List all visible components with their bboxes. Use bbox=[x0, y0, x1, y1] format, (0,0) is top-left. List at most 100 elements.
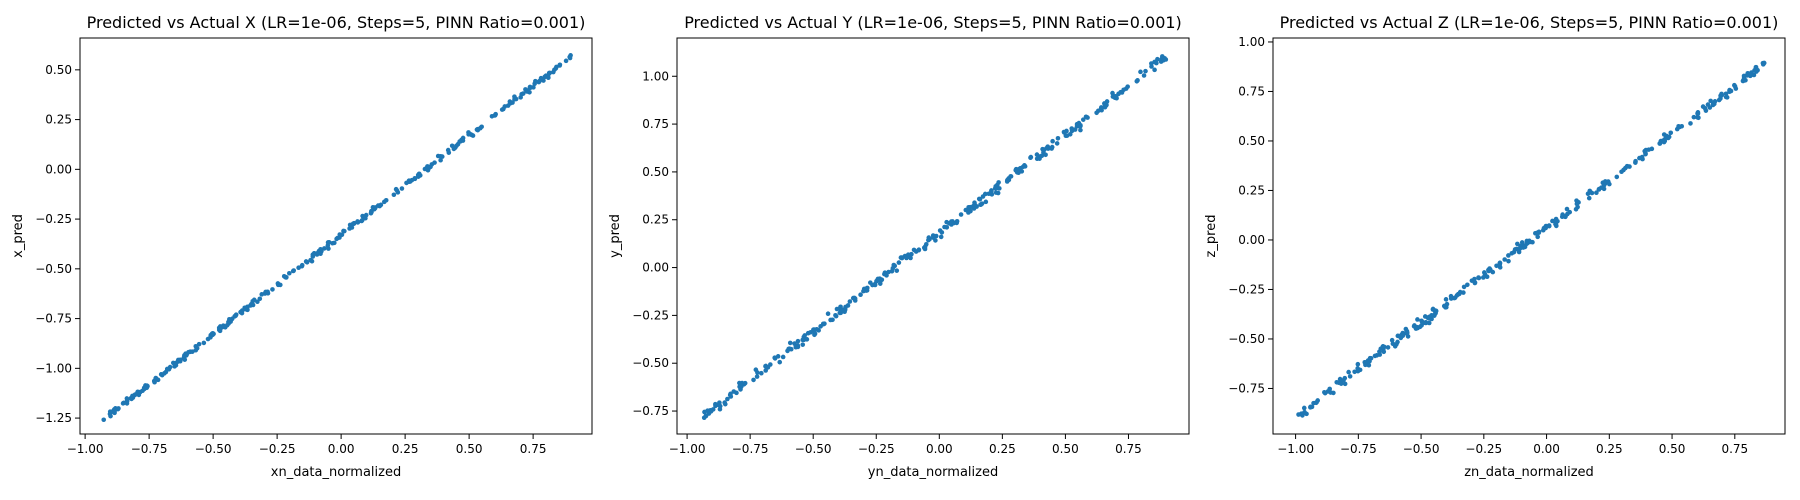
data-point bbox=[1355, 361, 1361, 367]
data-point bbox=[112, 409, 117, 414]
data-point bbox=[372, 205, 378, 211]
data-point bbox=[527, 84, 533, 90]
data-point bbox=[1141, 73, 1147, 78]
data-point bbox=[808, 329, 813, 335]
data-point bbox=[896, 260, 902, 265]
data-point bbox=[780, 354, 786, 360]
data-point bbox=[954, 218, 960, 224]
x-tick-label: 0.75 bbox=[1115, 442, 1142, 456]
data-point bbox=[391, 192, 397, 198]
x-tick-label: −0.25 bbox=[858, 442, 895, 456]
data-point bbox=[1040, 146, 1045, 152]
data-point bbox=[1712, 101, 1717, 107]
data-point bbox=[737, 382, 743, 388]
y-tick-label: 1.00 bbox=[642, 69, 669, 83]
plot-frame bbox=[676, 37, 1190, 435]
data-point bbox=[460, 135, 466, 141]
data-point bbox=[1367, 355, 1373, 361]
data-point bbox=[315, 250, 321, 256]
data-point bbox=[1355, 366, 1360, 371]
plot-frame bbox=[79, 37, 593, 435]
data-point bbox=[217, 328, 223, 334]
y-tick-label: 0.50 bbox=[45, 63, 72, 77]
data-point bbox=[1080, 117, 1086, 122]
data-point bbox=[1535, 234, 1540, 240]
data-point bbox=[1044, 145, 1049, 151]
data-point bbox=[972, 200, 977, 205]
x-tick-label: −0.50 bbox=[1403, 442, 1440, 456]
data-point bbox=[1078, 127, 1083, 133]
data-point bbox=[1426, 320, 1432, 326]
data-point bbox=[193, 343, 199, 349]
data-point bbox=[425, 164, 431, 169]
x-tick-label: 0.50 bbox=[1659, 442, 1686, 456]
data-point bbox=[1497, 262, 1503, 267]
data-point bbox=[1482, 271, 1488, 277]
chart-title-z: Predicted vs Actual Z (LR=1e-06, Steps=5… bbox=[1280, 13, 1779, 32]
data-point bbox=[1419, 319, 1425, 325]
data-point bbox=[1586, 195, 1592, 201]
data-point bbox=[1732, 82, 1737, 88]
chart-title-x: Predicted vs Actual X (LR=1e-06, Steps=5… bbox=[87, 13, 586, 32]
data-point bbox=[713, 401, 718, 407]
data-point bbox=[1515, 241, 1520, 247]
plot-frame bbox=[1272, 37, 1786, 435]
data-point bbox=[800, 337, 806, 343]
data-point bbox=[913, 249, 919, 254]
data-point bbox=[1465, 282, 1470, 288]
data-point bbox=[768, 362, 773, 367]
data-point bbox=[1516, 249, 1522, 255]
data-point bbox=[754, 374, 760, 379]
data-point bbox=[1596, 186, 1602, 192]
data-point bbox=[492, 113, 498, 118]
data-point bbox=[1331, 390, 1336, 396]
y-tick-label: 0.25 bbox=[642, 213, 669, 227]
y-tick-label: 0.25 bbox=[1238, 183, 1265, 197]
x-tick-label: 0.50 bbox=[1052, 442, 1079, 456]
data-point bbox=[557, 62, 563, 68]
data-point bbox=[1404, 330, 1410, 336]
data-point bbox=[1519, 240, 1525, 245]
data-point bbox=[165, 366, 170, 372]
data-point bbox=[381, 199, 387, 205]
data-point bbox=[311, 251, 317, 256]
data-point bbox=[1162, 57, 1168, 62]
x-axis-label: yn_data_normalized bbox=[868, 465, 998, 480]
data-point bbox=[1426, 315, 1432, 321]
data-point bbox=[825, 311, 831, 317]
data-point bbox=[1488, 267, 1493, 273]
data-point bbox=[702, 409, 707, 415]
x-axis: −1.00 −0.75 −0.50 −0.25 0.00 0.25 0.50 0.75 bbox=[1277, 434, 1748, 456]
data-point bbox=[927, 236, 932, 242]
y-tick-label: −0.25 bbox=[1228, 282, 1265, 296]
data-point bbox=[415, 172, 421, 178]
data-point bbox=[1524, 241, 1529, 247]
data-point bbox=[1050, 138, 1055, 144]
y-tick-label: 0.00 bbox=[1238, 233, 1265, 247]
data-point bbox=[1028, 155, 1033, 161]
data-point bbox=[393, 186, 399, 192]
data-point bbox=[1727, 87, 1732, 93]
data-point bbox=[1039, 153, 1045, 159]
data-point bbox=[1143, 68, 1148, 74]
data-point bbox=[1301, 405, 1307, 411]
data-point bbox=[706, 411, 712, 416]
data-point bbox=[369, 208, 374, 214]
data-point bbox=[751, 377, 756, 383]
y-tick-label: 0.25 bbox=[45, 113, 72, 127]
data-point bbox=[296, 265, 301, 270]
data-point bbox=[1381, 349, 1387, 355]
data-point bbox=[1327, 386, 1333, 392]
data-point bbox=[537, 78, 542, 84]
y-tick-label: 0.50 bbox=[1238, 134, 1265, 148]
panel-z: Predicted vs Actual Z (LR=1e-06, Steps=5… bbox=[1204, 13, 1786, 480]
data-point bbox=[763, 363, 768, 369]
data-point bbox=[775, 354, 781, 359]
data-point bbox=[159, 372, 165, 378]
data-point bbox=[567, 55, 573, 61]
y-tick-label: −0.75 bbox=[35, 312, 72, 326]
x-axis: −1.00 −0.75 −0.50 −0.25 0.00 0.25 0.50 0.75 bbox=[67, 434, 546, 456]
data-point bbox=[1705, 102, 1711, 107]
y-tick-label: −0.75 bbox=[632, 404, 669, 418]
x-tick-label: −0.50 bbox=[795, 442, 832, 456]
